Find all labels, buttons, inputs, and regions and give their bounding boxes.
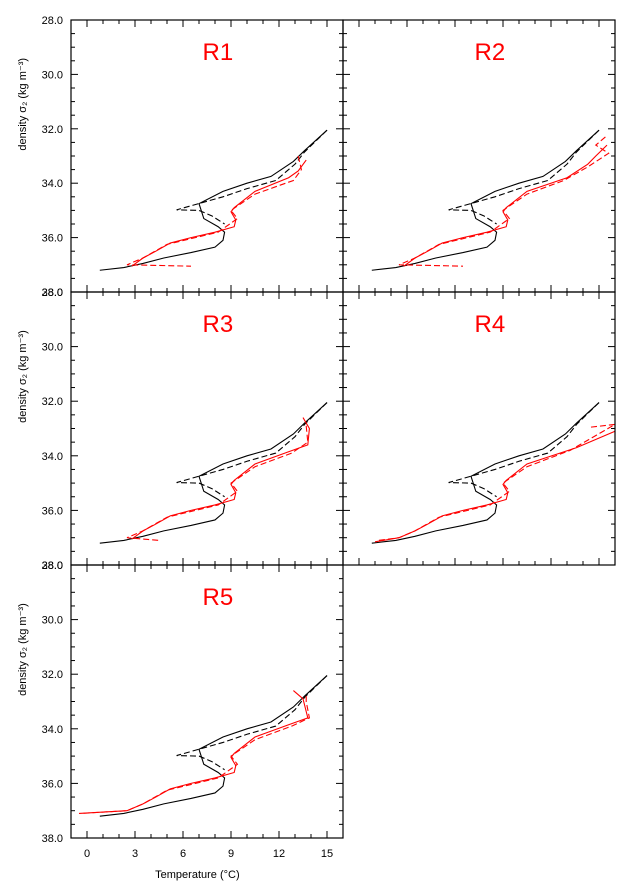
model-dashed-line: [378, 423, 616, 541]
y-tick-label: 30.0: [42, 615, 63, 627]
x-tick-label: 0: [84, 848, 90, 860]
reference-dashed-line: [448, 129, 600, 225]
x-tick-label: 6: [180, 848, 186, 860]
reference-solid-line: [371, 402, 600, 544]
panel-title: R3: [203, 311, 234, 338]
y-tick-label: 34.0: [42, 724, 63, 736]
model-solid-line: [131, 417, 310, 540]
y-tick-label: 34.0: [42, 451, 63, 463]
y-tick-label: 28.0: [42, 15, 63, 27]
y-tick-label: 30.0: [42, 342, 63, 354]
y-tick-label: 32.0: [42, 669, 63, 681]
reference-solid-line: [371, 129, 600, 271]
y-tick-label: 36.0: [42, 233, 63, 245]
reference-dashed-line: [176, 129, 328, 225]
reference-dashed-line: [448, 402, 600, 498]
y-tick-label: 32.0: [42, 396, 63, 408]
model-solid-line: [78, 690, 309, 814]
y-tick-label: 36.0: [42, 778, 63, 790]
model-solid-line: [131, 159, 307, 267]
x-tick-label: 9: [228, 848, 234, 860]
y-tick-label: 28.0: [42, 560, 63, 572]
y-tick-label: 30.0: [42, 69, 63, 81]
y-tick-label: 32.0: [42, 124, 63, 136]
x-tick-label: 15: [321, 848, 333, 860]
y-axis-label: density σ₂ (kg m⁻³): [17, 330, 29, 423]
y-tick-label: 36.0: [42, 505, 63, 517]
panel-title: R5: [203, 584, 234, 611]
panel-title: R1: [203, 39, 234, 66]
reference-dashed-line: [176, 402, 328, 498]
model-dashed-line: [398, 136, 610, 267]
x-tick-label: 12: [273, 848, 285, 860]
y-tick-label: 38.0: [42, 287, 63, 299]
model-dashed-line: [126, 155, 302, 267]
panel-frame: [70, 564, 344, 839]
model-dashed-line: [80, 696, 311, 814]
reference-solid-line: [99, 129, 328, 271]
x-axis-label: Temperature (°C): [155, 869, 239, 881]
panel-title: R4: [475, 311, 506, 338]
panel-frame: [342, 291, 616, 566]
model-dashed-line: [126, 425, 309, 541]
reference-solid-line: [99, 675, 328, 817]
panel-title: R2: [475, 39, 506, 66]
y-tick-label: 28.0: [42, 287, 63, 299]
y-tick-label: 34.0: [42, 178, 63, 190]
reference-solid-line: [99, 402, 328, 544]
model-solid-line: [403, 144, 608, 267]
reference-dashed-line: [176, 675, 328, 771]
x-tick-label: 3: [132, 848, 138, 860]
y-tick-label: 38.0: [42, 560, 63, 572]
y-axis-label: density σ₂ (kg m⁻³): [17, 58, 29, 151]
y-tick-label: 38.0: [42, 833, 63, 845]
model-solid-line: [374, 430, 616, 543]
y-axis-label: density σ₂ (kg m⁻³): [17, 603, 29, 696]
